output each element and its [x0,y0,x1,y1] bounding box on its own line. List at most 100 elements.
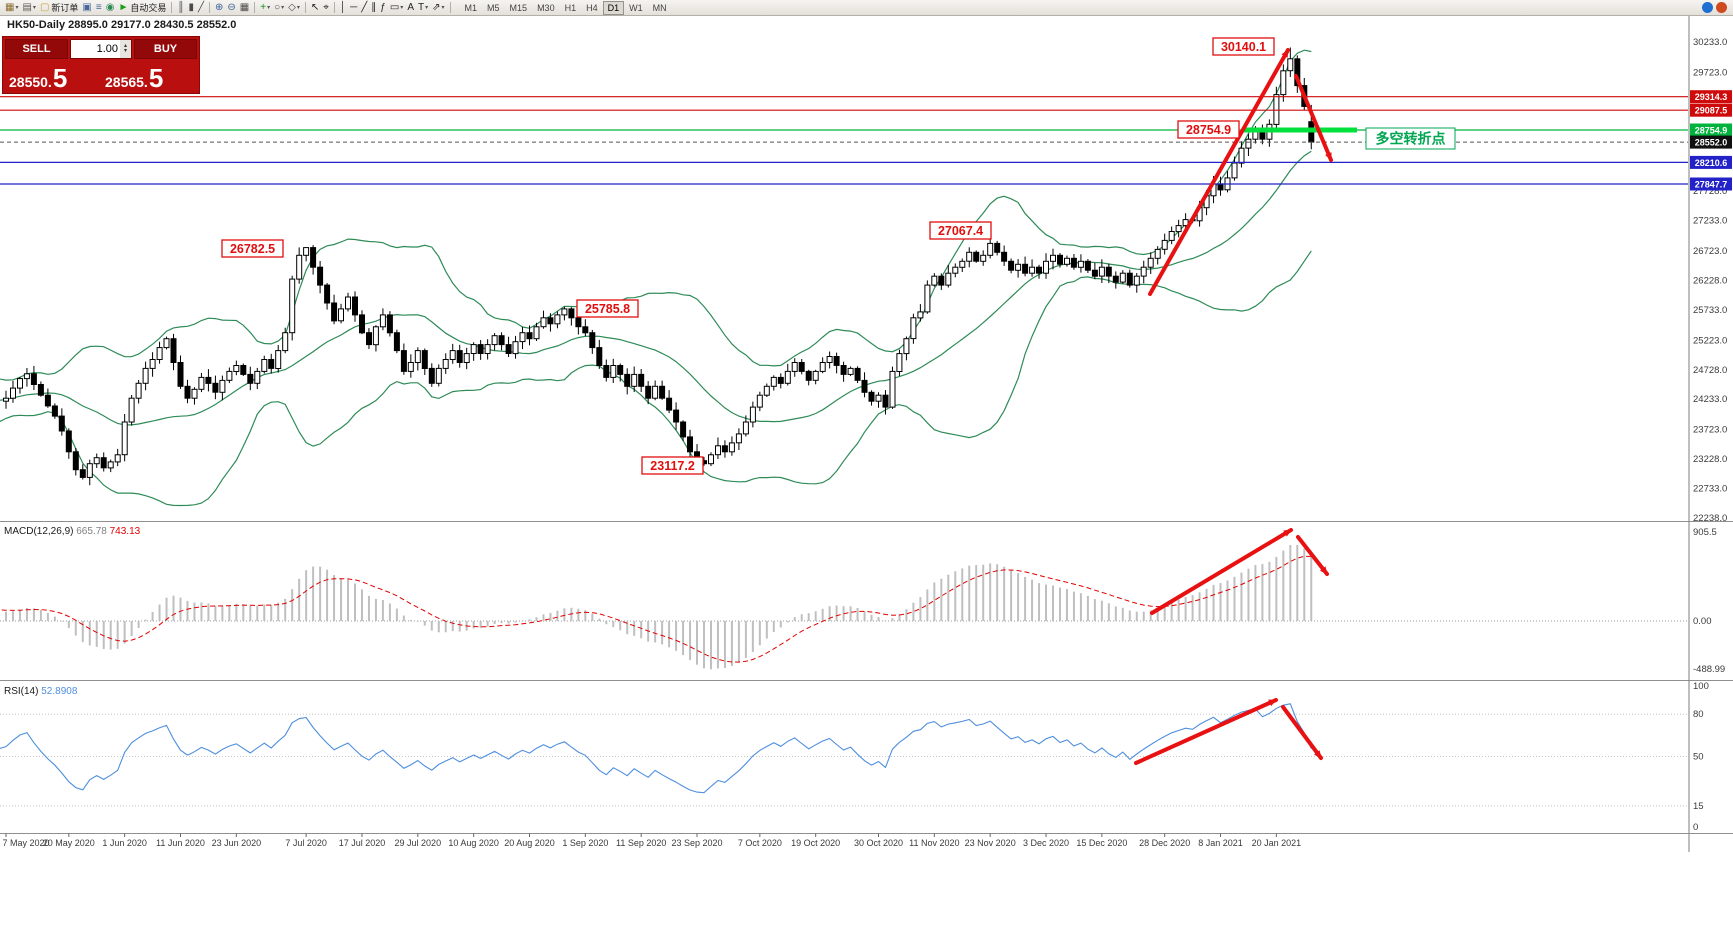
trendline-icon[interactable]: ╱ [359,1,369,15]
text-icon[interactable]: A [405,1,416,15]
toolbar-separator [209,2,210,13]
timeframe-m1[interactable]: M1 [464,2,478,13]
auto-trading-button[interactable]: ► 自动交易 [116,1,168,15]
bar-chart-icon[interactable]: ║ [175,1,186,15]
svg-text:28754.9: 28754.9 [1695,126,1728,136]
volume-spinner[interactable]: ▴ ▾ [120,40,131,58]
timeframe-m5[interactable]: M5 [487,2,500,13]
chevron-down-icon[interactable]: ▾ [32,4,36,11]
spinner-up-icon[interactable]: ▴ [123,43,127,49]
trend-arrow[interactable] [1296,535,1329,576]
community-icon[interactable] [1702,2,1713,13]
chevron-down-icon[interactable]: ▾ [296,4,300,11]
price-tag-29087.5: 29087.5 [1690,103,1732,117]
chevron-down-icon[interactable]: ▾ [441,4,445,11]
text-label-icon: T [417,1,425,13]
price-axis-label: 22238.0 [1693,513,1727,524]
rsi-axis-label: 80 [1693,709,1704,720]
toolbar: ▦ ▾ ▤ ▾ ▢ 新订单 ▣ ≡ ◉ ► 自动交易 ║ ▮ ╱ ⊕ ⊖ ▦ + ▾ ○ ▾ ◇ ▾ ↖ ⌖ │ ─ ╱ ∥ ƒ ▭ ▾ A T ▾… [0,0,1733,16]
timeframe-d1[interactable]: D1 [602,0,625,15]
date-label: 1 Sep 2020 [562,838,608,848]
data-window-icon[interactable]: ◉ [104,1,117,15]
rsi-line [0,703,1312,794]
date-label: 8 Jan 2021 [1198,838,1243,848]
indicators-icon: + [260,1,267,13]
new-order-button[interactable]: ▢ 新订单 [38,1,80,15]
market-watch-icon: ≡ [95,1,102,13]
price-label-23117.2[interactable]: 23117.2 [641,456,704,475]
volume-field[interactable]: 1.00 ▴ ▾ [70,39,132,59]
text-label-icon[interactable]: T ▾ [416,1,430,15]
trend-arrow[interactable] [1294,74,1333,162]
market-watch-icon[interactable]: ≡ [94,1,104,15]
crosshair-icon[interactable]: ⌖ [321,1,331,15]
chevron-down-icon[interactable]: ▾ [425,4,429,11]
cursor-icon[interactable]: ↖ [309,1,321,15]
trend-arrow[interactable] [1281,705,1323,760]
shapes-icon: ▭ [389,1,400,13]
arrows-icon[interactable]: ⇗ ▾ [430,1,446,15]
periods-icon[interactable]: ○ ▾ [272,1,286,15]
chevron-down-icon[interactable]: ▾ [400,4,404,11]
date-label: 17 Jul 2020 [339,838,386,848]
zoom-out-icon[interactable]: ⊖ [225,1,237,15]
timeframe-mn[interactable]: MN [652,2,667,13]
volume-value[interactable]: 1.00 [96,43,118,55]
shapes-icon[interactable]: ▭ ▾ [388,1,405,15]
trend-arrow[interactable] [1134,698,1278,765]
text-icon: A [407,1,414,13]
price-axis-label: 24728.0 [1693,365,1727,376]
templates-icon[interactable]: ◇ ▾ [286,1,302,15]
price-label-26782.5[interactable]: 26782.5 [221,239,284,258]
svg-text:27847.7: 27847.7 [1695,180,1728,190]
trend-arrow[interactable] [1148,48,1290,296]
zoom-in-icon[interactable]: ⊕ [213,1,225,15]
horizontal-line-icon: ─ [350,1,358,13]
candlestick-chart-icon[interactable]: ▮ [186,1,196,15]
chevron-down-icon[interactable]: ▾ [15,4,19,11]
svg-text:27067.4: 27067.4 [938,224,983,238]
new-chart-icon[interactable]: ▦ ▾ [3,1,20,15]
rsi-axis-label: 100 [1693,681,1709,692]
price-axis-label: 27233.0 [1693,216,1727,227]
bar-chart-icon: ║ [177,1,185,13]
indicators-icon[interactable]: + ▾ [258,1,272,15]
timeframe-m30[interactable]: M30 [537,2,555,13]
timeframe-h4[interactable]: H4 [586,2,598,13]
price-label-27067.4[interactable]: 27067.4 [929,221,992,240]
fibonacci-icon: ƒ [380,1,386,13]
buy-price: 28565. 5 [101,61,197,91]
profiles-icon[interactable]: ▤ ▾ [20,1,37,15]
timeframe-h1[interactable]: H1 [564,2,577,13]
trend-arrow[interactable] [1150,528,1293,615]
chart-canvas[interactable]: 30233.0 29723.0 27728.0 27233.0 26723.0 26228… [0,16,1733,944]
price-label-25785.8[interactable]: 25785.8 [576,299,639,318]
timeframe-m15[interactable]: M15 [509,2,528,13]
date-label: 15 Dec 2020 [1076,838,1127,848]
text-annotation[interactable]: 多空转折点 [1365,127,1456,150]
macd-axis-label: 0.00 [1693,616,1712,627]
sell-button[interactable]: SELL [5,39,68,59]
sell-price: 28550. 5 [5,61,101,91]
price-label-28754.9[interactable]: 28754.9 [1177,120,1240,139]
toolbar-separator [254,2,256,13]
spinner-down-icon[interactable]: ▾ [123,48,127,54]
vertical-line-icon: │ [339,1,347,13]
line-chart-icon[interactable]: ╱ [196,1,206,15]
chevron-down-icon[interactable]: ▾ [267,4,271,11]
rsi-axis-label: 0 [1693,822,1698,833]
price-label-30140.1[interactable]: 30140.1 [1212,37,1275,56]
alerts-icon[interactable] [1716,2,1727,13]
fibonacci-icon[interactable]: ƒ [378,1,388,15]
buy-button[interactable]: BUY [134,39,197,59]
chart-window-icon[interactable]: ▣ [80,1,93,15]
timeframe-w1[interactable]: W1 [629,2,643,13]
rsi-label: RSI(14) 52.8908 [4,686,78,697]
channel-icon[interactable]: ∥ [369,1,378,15]
chart-title: HK50-Daily 28895.0 29177.0 28430.5 28552… [7,19,236,31]
arrows-icon: ⇗ [432,1,441,13]
horizontal-line-icon[interactable]: ─ [348,1,359,15]
chevron-down-icon[interactable]: ▾ [281,4,285,11]
vertical-line-icon[interactable]: │ [338,1,348,15]
tile-windows-icon[interactable]: ▦ [238,1,251,15]
